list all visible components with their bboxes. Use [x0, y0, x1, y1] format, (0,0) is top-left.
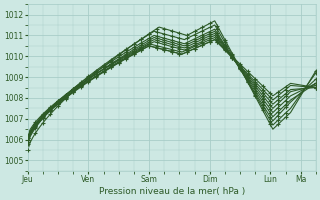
X-axis label: Pression niveau de la mer( hPa ): Pression niveau de la mer( hPa ) [99, 187, 245, 196]
